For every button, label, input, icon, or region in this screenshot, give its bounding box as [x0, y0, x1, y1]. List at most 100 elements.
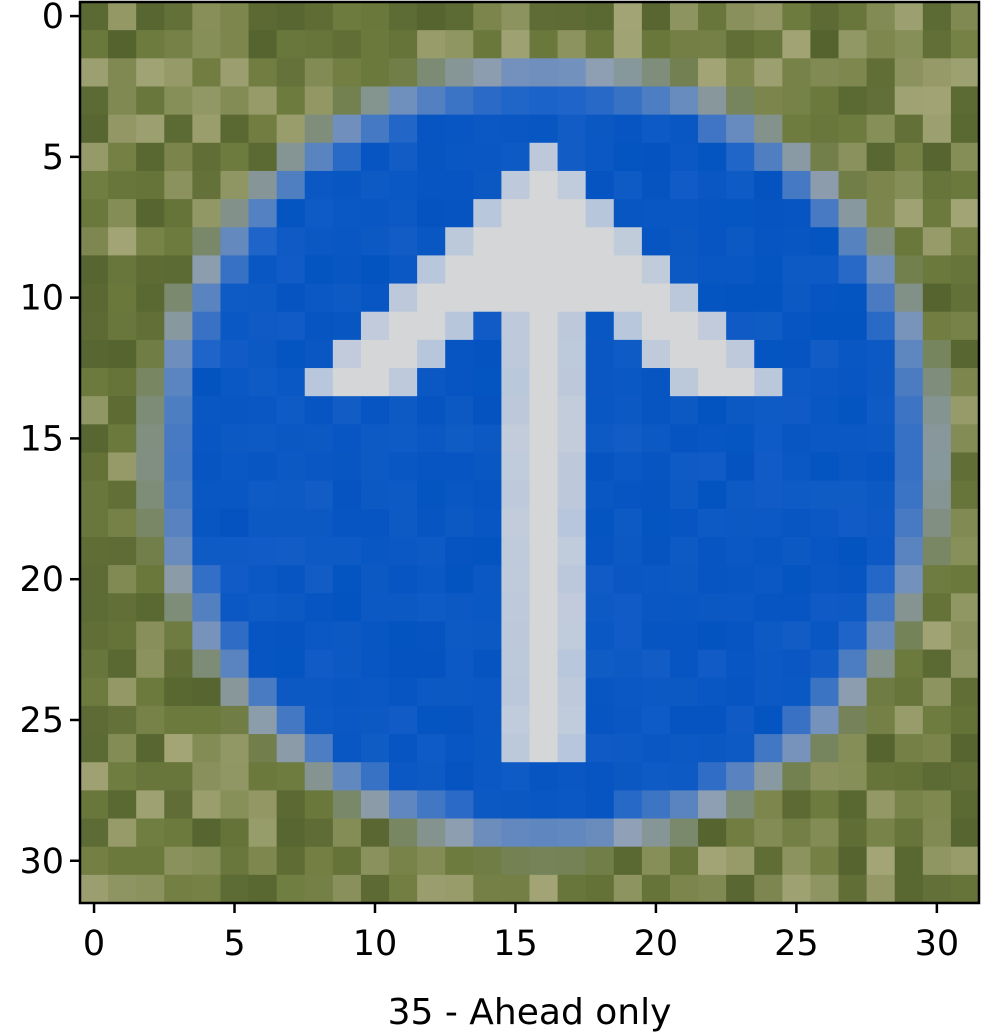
- image-pixel: [641, 593, 671, 623]
- image-pixel: [922, 452, 952, 482]
- image-pixel: [389, 677, 418, 707]
- image-pixel: [585, 846, 615, 876]
- image-pixel: [220, 677, 250, 707]
- image-pixel: [473, 790, 502, 820]
- image-pixel: [754, 199, 783, 228]
- image-pixel: [726, 846, 755, 876]
- image-pixel: [220, 705, 250, 735]
- image-pixel: [641, 58, 671, 88]
- image-pixel: [782, 649, 812, 679]
- image-pixel: [698, 311, 727, 341]
- image-pixel: [332, 2, 362, 31]
- image-pixel: [613, 170, 643, 200]
- image-pixel: [641, 86, 671, 116]
- image-pixel: [192, 114, 222, 144]
- image-pixel: [866, 311, 896, 341]
- image-pixel: [417, 593, 446, 623]
- image-pixel: [754, 142, 783, 172]
- image-pixel: [220, 311, 250, 341]
- image-pixel: [192, 536, 222, 566]
- image-pixel: [276, 142, 306, 172]
- image-pixel: [866, 705, 896, 735]
- image-pixel: [669, 2, 699, 31]
- image-pixel: [529, 199, 559, 228]
- image-pixel: [501, 790, 531, 820]
- image-pixel: [220, 339, 250, 369]
- image-pixel: [445, 874, 474, 904]
- image-pixel: [782, 734, 812, 763]
- image-pixel: [501, 705, 531, 735]
- image-pixel: [136, 874, 165, 904]
- image-pixel: [557, 649, 587, 679]
- image-pixel: [641, 480, 671, 510]
- image-pixel: [501, 199, 531, 228]
- image-pixel: [698, 452, 727, 482]
- image-pixel: [754, 339, 783, 369]
- image-pixel: [782, 621, 812, 651]
- image-pixel: [557, 818, 587, 848]
- y-tick-label: 0: [42, 0, 64, 37]
- image-pixel: [698, 30, 727, 59]
- image-pixel: [894, 255, 924, 285]
- image-pixel: [417, 565, 446, 594]
- image-pixel: [276, 424, 306, 454]
- image-pixel: [108, 339, 137, 369]
- image-pixel: [80, 424, 109, 454]
- image-pixel: [136, 58, 165, 88]
- image-pixel: [304, 565, 334, 594]
- image-pixel: [276, 790, 306, 820]
- image-pixel: [922, 114, 952, 144]
- image-pixel: [754, 536, 783, 566]
- image-pixel: [894, 846, 924, 876]
- image-pixel: [473, 2, 502, 31]
- image-pixel: [529, 452, 559, 482]
- image-pixel: [220, 846, 250, 876]
- image-pixel: [192, 311, 222, 341]
- image-pixel: [332, 86, 362, 116]
- image-pixel: [501, 58, 531, 88]
- image-pixel: [557, 227, 587, 257]
- image-pixel: [782, 452, 812, 482]
- image-pixel: [332, 874, 362, 904]
- image-pixel: [613, 593, 643, 623]
- image-pixel: [585, 818, 615, 848]
- image-pixel: [417, 734, 446, 763]
- image-pixel: [641, 677, 671, 707]
- image-pixel: [332, 396, 362, 425]
- image-pixel: [248, 790, 278, 820]
- image-pixel: [838, 874, 868, 904]
- image-pixel: [164, 565, 193, 594]
- image-pixel: [669, 508, 699, 538]
- image-pixel: [164, 58, 193, 88]
- image-pixel: [80, 170, 109, 200]
- image-pixel: [950, 874, 980, 904]
- image-pixel: [641, 368, 671, 397]
- image-pixel: [80, 536, 109, 566]
- image-pixel: [698, 790, 727, 820]
- image-pixel: [304, 593, 334, 623]
- image-pixel: [332, 58, 362, 88]
- axes-frame: [78, 0, 981, 905]
- image-pixel: [332, 114, 362, 144]
- image-pixel: [894, 199, 924, 228]
- image-pixel: [726, 396, 755, 425]
- image-pixel: [501, 593, 531, 623]
- image-pixel: [866, 86, 896, 116]
- image-pixel: [332, 30, 362, 59]
- image-pixel: [698, 142, 727, 172]
- image-pixel: [838, 705, 868, 735]
- image-pixel: [276, 339, 306, 369]
- x-axis: 0 5 10 15 20 25 30: [83, 903, 959, 964]
- image-pixel: [276, 818, 306, 848]
- image-pixel: [838, 790, 868, 820]
- image-pixel: [445, 339, 474, 369]
- image-pixel: [613, 424, 643, 454]
- image-pixel: [557, 2, 587, 31]
- image-pixel: [810, 424, 840, 454]
- image-pixel: [192, 283, 222, 313]
- image-pixel: [754, 649, 783, 679]
- image-pixel: [641, 536, 671, 566]
- image-pixel: [192, 565, 222, 594]
- image-pixel: [950, 452, 980, 482]
- image-pixel: [782, 86, 812, 116]
